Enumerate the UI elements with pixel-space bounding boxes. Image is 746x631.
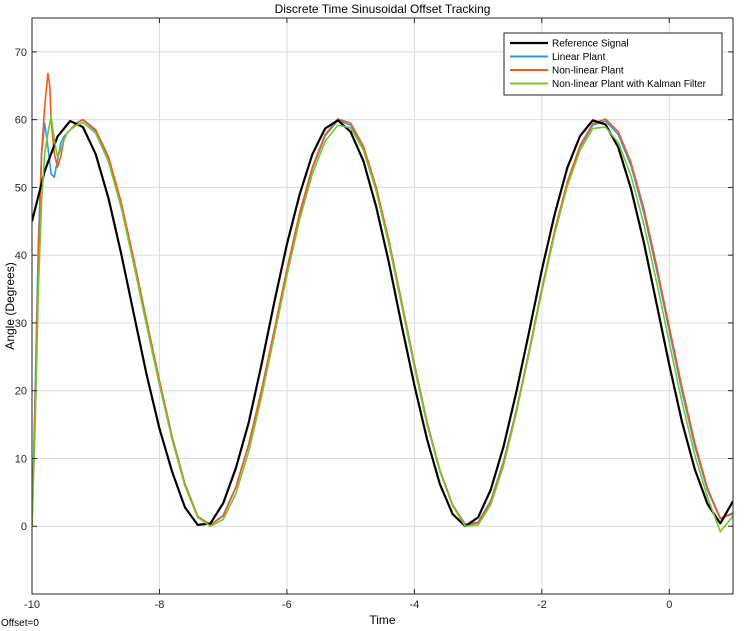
y-tick-label: 60: [15, 115, 27, 127]
y-tick-label: 50: [15, 182, 27, 194]
ticks: -10 -8 -6 -4 -2 0 0 10 20 30 40 50 60 70: [15, 18, 733, 611]
series-layer: [32, 72, 733, 533]
y-tick-label: 40: [15, 250, 27, 262]
legend[interactable]: Reference Signal Linear Plant Non-linear P…: [503, 32, 723, 96]
legend-label: Non-linear Plant: [552, 66, 624, 77]
x-tick-label: -4: [409, 599, 419, 611]
y-tick-label: 0: [21, 521, 27, 533]
y-tick-label: 30: [15, 318, 27, 330]
x-axis-label: Time: [369, 613, 396, 627]
legend-label: Reference Signal: [552, 39, 629, 50]
y-tick-label: 10: [15, 453, 27, 465]
y-tick-label: 70: [15, 47, 27, 59]
offset-note: Offset=0: [1, 618, 39, 629]
x-tick-label: -2: [537, 599, 547, 611]
y-axis-label: Angle (Degrees): [3, 262, 17, 349]
series-line-non-linear-plant-with-kalman-filter: [32, 115, 733, 533]
grid: [31, 18, 733, 594]
legend-item[interactable]: Linear Plant: [510, 52, 606, 63]
legend-item[interactable]: Non-linear Plant: [510, 66, 624, 77]
x-tick-label: 0: [666, 599, 672, 611]
chart-title: Discrete Time Sinusoidal Offset Tracking: [275, 2, 491, 16]
legend-label: Linear Plant: [552, 52, 606, 63]
x-tick-label: -10: [24, 599, 40, 611]
axes-frame: [31, 17, 734, 595]
x-tick-label: -8: [155, 599, 165, 611]
legend-label: Non-linear Plant with Kalman Filter: [552, 79, 707, 90]
legend-item[interactable]: Non-linear Plant with Kalman Filter: [510, 79, 707, 90]
x-tick-label: -6: [282, 599, 292, 611]
y-tick-label: 20: [15, 386, 27, 398]
plot-area: [32, 18, 733, 594]
series-line-reference-signal: [32, 119, 733, 528]
legend-item[interactable]: Reference Signal: [510, 39, 629, 50]
